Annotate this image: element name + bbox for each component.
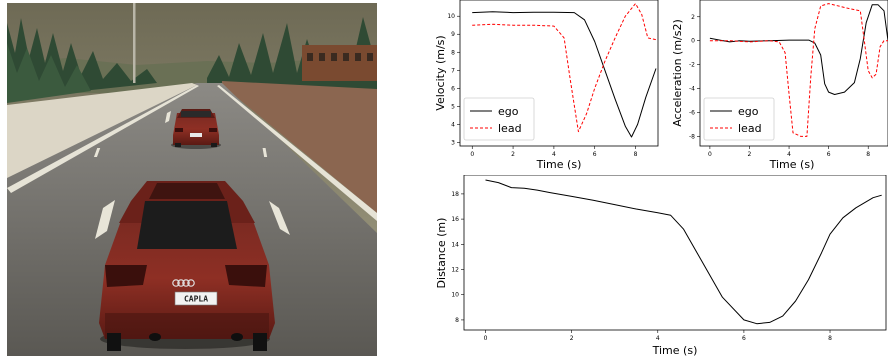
- x-tick-label: 8: [828, 335, 832, 342]
- x-tick-label: 2: [748, 151, 752, 158]
- x-tick-label: 4: [787, 151, 791, 158]
- license-plate: [174, 291, 218, 306]
- x-tick-label: 4: [552, 151, 556, 158]
- y-tick-label: 2: [691, 14, 695, 21]
- y-tick-label: 10: [447, 13, 455, 20]
- y-tick-label: 9: [451, 31, 455, 38]
- y-tick-label: -2: [689, 62, 695, 69]
- velocity-plot-frame: [459, 0, 659, 147]
- y-tick-label: 3: [451, 139, 455, 146]
- y-tick-label: -6: [689, 109, 695, 116]
- velocity-legend: ego lead: [463, 97, 535, 141]
- y-tick-label: -8: [689, 133, 695, 140]
- license-plate-text: CAPLA: [184, 295, 208, 304]
- acceleration-legend: ego lead: [703, 97, 775, 141]
- x-tick-label: 0: [708, 151, 712, 158]
- velocity-xlabel: Time (s): [536, 158, 582, 171]
- lead-car: [171, 109, 221, 149]
- y-tick-label: -4: [689, 86, 695, 93]
- lead-series-line: [709, 3, 888, 137]
- velocity-legend-ego: ego: [498, 105, 519, 118]
- driving-scene-image: CAPLA: [7, 3, 377, 356]
- y-tick-label: 7: [451, 67, 455, 74]
- y-tick-label: 6: [451, 85, 455, 92]
- y-tick-label: 4: [451, 121, 455, 128]
- x-tick-label: 6: [593, 151, 597, 158]
- x-tick-label: 8: [634, 151, 638, 158]
- acceleration-legend-ego: ego: [738, 105, 759, 118]
- acceleration-plot-frame: [699, 0, 888, 147]
- x-tick-label: 2: [570, 335, 574, 342]
- distance-plot-frame: [463, 175, 887, 331]
- x-tick-label: 6: [742, 335, 746, 342]
- y-tick-label: 14: [451, 241, 459, 248]
- acceleration-chart: 0 2 4 6 8 -8 -6 -4 -2 0 2 Time (s) Acceleration (…: [671, 0, 888, 171]
- ego-series-line: [709, 4, 888, 95]
- acceleration-xlabel: Time (s): [769, 158, 815, 171]
- y-tick-label: 16: [451, 216, 459, 223]
- distance-xlabel: Time (s): [652, 344, 698, 357]
- x-tick-label: 0: [470, 151, 474, 158]
- x-tick-label: 8: [866, 151, 870, 158]
- distance-ylabel: Distance (m): [435, 218, 448, 289]
- velocity-legend-lead: lead: [498, 122, 522, 135]
- acceleration-ylabel: Acceleration (m/s2): [671, 19, 684, 127]
- x-tick-label: 4: [656, 335, 660, 342]
- x-tick-label: 0: [484, 335, 488, 342]
- y-tick-label: 18: [451, 191, 459, 198]
- ego-car: CAPLA: [99, 181, 275, 351]
- y-tick-label: 0: [691, 38, 695, 45]
- ego-series-line: [472, 11, 657, 138]
- y-tick-label: 8: [455, 317, 459, 324]
- velocity-ylabel: Velocity (m/s): [434, 35, 447, 110]
- x-tick-label: 6: [827, 151, 831, 158]
- y-tick-label: 5: [451, 103, 455, 110]
- distance-chart: 0 2 4 6 8 8 10 12 14 16 18 Time (s) Distance (m): [435, 175, 887, 357]
- y-tick-label: 8: [451, 49, 455, 56]
- x-tick-label: 2: [511, 151, 515, 158]
- y-tick-label: 10: [451, 292, 459, 299]
- lead-series-line: [472, 3, 657, 133]
- y-tick-label: 12: [451, 267, 459, 274]
- distance-series-line: [485, 179, 882, 325]
- acceleration-legend-lead: lead: [738, 122, 762, 135]
